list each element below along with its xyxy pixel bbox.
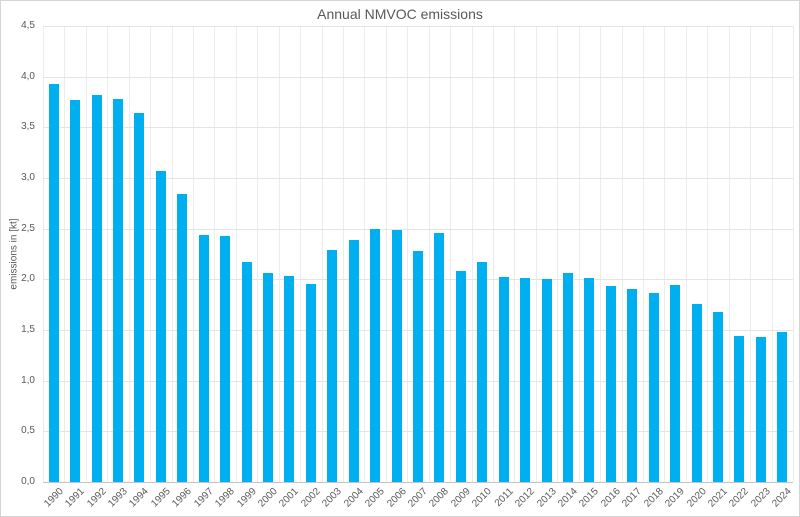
vertical-gridline [43,26,44,482]
bar-2023 [755,337,766,482]
horizontal-gridline [43,178,793,179]
vertical-gridline [321,26,323,482]
y-tick-label: 3,5 [21,121,35,133]
vertical-gridline [685,26,687,482]
bar-2018 [648,292,659,482]
bar-2009 [455,271,466,482]
y-tick-label: 0,0 [21,476,35,487]
bar-2006 [391,229,402,482]
vertical-gridline [300,26,302,482]
y-tick-label: 3,0 [21,172,35,183]
bar-2007 [413,250,423,482]
bar-2014 [563,273,573,482]
bar-2011 [498,277,509,482]
bar-2013 [541,279,552,482]
bar-2019 [670,285,681,482]
bar-1998 [220,235,231,482]
bar-2002 [305,284,316,482]
vertical-gridline [64,26,66,482]
y-tick-label: 2,5 [21,222,35,234]
y-tick-label: 1,5 [21,324,35,335]
bar-2012 [520,278,531,482]
bar-1996 [177,194,188,482]
vertical-gridline [214,26,216,482]
vertical-gridline [557,26,559,482]
vertical-gridline [514,26,516,482]
horizontal-gridline [43,26,793,27]
horizontal-gridline [43,127,793,129]
vertical-gridline [471,26,473,482]
vertical-gridline [450,26,452,482]
x-axis-line [43,482,793,483]
vertical-gridline [107,26,109,482]
vertical-gridline [493,26,494,482]
vertical-gridline [385,26,387,482]
bar-1993 [113,98,123,482]
bar-1990 [48,83,59,482]
bar-1995 [155,170,166,482]
bar-2000 [263,273,273,482]
bar-2017 [627,289,638,482]
vertical-gridline [664,26,666,482]
bar-2021 [713,311,723,482]
bar-2015 [584,278,595,482]
bar-1994 [134,113,145,482]
y-tick-label: 0,5 [21,425,35,437]
vertical-gridline [407,26,409,482]
vertical-gridline [643,26,644,482]
bar-2010 [477,262,488,482]
y-tick-label: 4,0 [21,70,35,82]
bar-2024 [777,332,788,482]
vertical-gridline [578,26,580,482]
bar-1992 [91,94,102,482]
vertical-gridline [150,26,152,482]
y-tick-label: 2,0 [21,273,35,285]
vertical-gridline [171,26,173,482]
bar-2022 [734,336,745,482]
vertical-gridline [235,26,237,482]
bar-2004 [348,239,359,482]
vertical-gridline [257,26,259,482]
vertical-gridline [600,26,602,482]
vertical-gridline [771,26,773,482]
bar-2005 [370,228,381,482]
vertical-gridline [793,26,794,482]
vertical-gridline [707,26,709,482]
bar-2001 [284,276,295,482]
vertical-gridline [428,26,430,482]
horizontal-gridline [43,228,793,230]
horizontal-gridline [43,76,793,78]
y-tick-label: 4,5 [21,20,35,31]
bar-2008 [434,232,445,482]
vertical-gridline [278,26,280,482]
bar-1999 [241,262,252,482]
bar-1997 [198,234,209,482]
vertical-gridline [193,26,194,482]
bar-2003 [327,249,338,482]
vertical-gridline [621,26,623,482]
bar-1991 [70,99,81,482]
y-tick-label: 1,0 [21,374,35,386]
vertical-gridline [128,26,130,482]
vertical-gridline [750,26,752,482]
bar-2016 [605,286,616,482]
vertical-gridline [728,26,730,482]
bar-2020 [691,303,702,482]
chart-title: Annual NMVOC emissions [317,6,483,22]
vertical-gridline [535,26,537,482]
vertical-gridline [85,26,87,482]
vertical-gridline [343,26,344,482]
vertical-gridline [364,26,366,482]
